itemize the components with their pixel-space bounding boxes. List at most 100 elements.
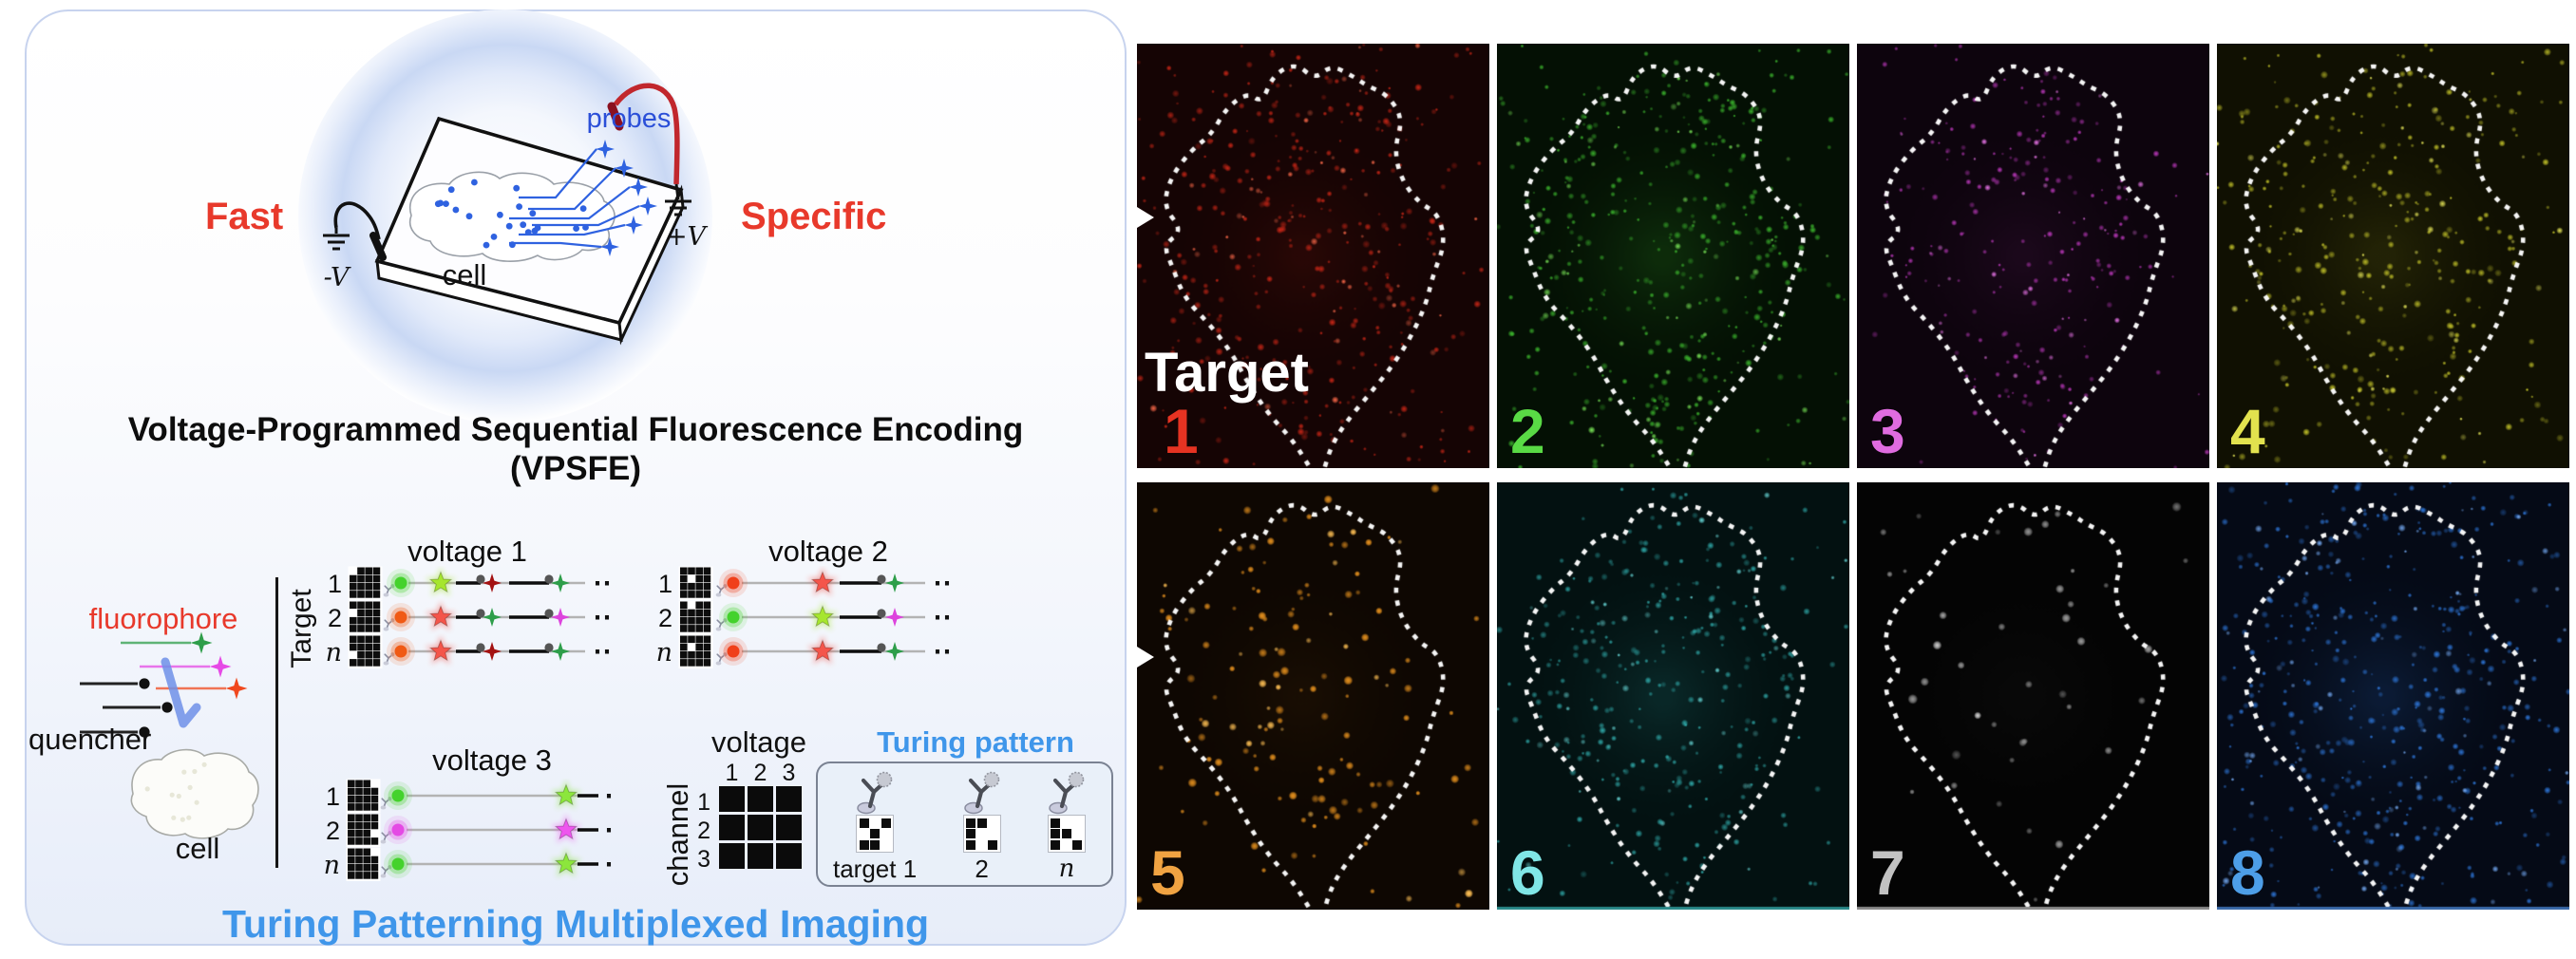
electrode-chip-schematic: probes cell -V +V <box>298 9 712 423</box>
ellipsis: ⋯ <box>604 780 616 812</box>
reporter-dot <box>394 611 407 624</box>
neg-electrode-label: -V <box>324 263 351 292</box>
figure-title: Voltage-Programmed Sequential Fluorescen… <box>27 410 1125 488</box>
vpsfe-schematic-panel: probes cell -V +V Fast Specific Voltage-… <box>25 9 1127 946</box>
voltage-channel-matrix <box>719 786 802 869</box>
matrix-cell <box>776 843 802 869</box>
antibody-icon <box>715 652 728 666</box>
antibody-icon <box>383 618 395 631</box>
displacement-arrow-icon <box>161 657 201 728</box>
voltage-block-3-rows: 1 ⋯ 2 ⋯ n ⋯ <box>325 779 616 881</box>
micrograph-canvas-5 <box>1137 482 1489 910</box>
fluorophore-star <box>554 783 578 806</box>
chip-cell-label: cell <box>443 258 487 291</box>
ellipsis: ⋯ <box>933 602 954 633</box>
probe-star <box>551 642 570 661</box>
matrix-col-label: 2 <box>753 760 767 786</box>
voltage-block-1-rows: 1 ⋯ 2 ⋯ n ⋯ <box>326 566 610 668</box>
matrix-row-label: 1 <box>697 789 710 816</box>
tile-number: 2 <box>1510 396 1545 466</box>
fluorophore-star <box>428 639 453 662</box>
tile-number: 6 <box>1510 837 1545 908</box>
turing-pattern-box: target 1 2 n <box>816 762 1113 887</box>
antibody-icon <box>380 865 392 878</box>
micrograph-canvas-8 <box>2217 482 2569 910</box>
figure-title-line2: (VPSFE) <box>509 450 642 487</box>
tile-number: 1 <box>1164 396 1199 466</box>
target-axis-label: Target <box>286 589 317 668</box>
micrograph-canvas-2 <box>1497 44 1849 468</box>
probes-label: probes <box>587 103 672 134</box>
matrix-cell <box>719 843 745 869</box>
turing-item-label: 2 <box>975 855 989 883</box>
reporter-dot <box>727 611 740 624</box>
probe-star <box>483 574 502 592</box>
ellipsis: ⋯ <box>593 602 610 633</box>
target-overlay-label: Target <box>1145 342 1309 404</box>
turing-pattern-item: target 1 <box>833 771 917 884</box>
target-row-label: 1 <box>326 782 340 811</box>
turing-pattern-grid <box>1047 815 1086 853</box>
matrix-cell <box>776 786 802 812</box>
target-axis-line <box>275 577 278 868</box>
specific-label: Specific <box>741 196 887 237</box>
membrane-arrow-icon <box>1137 207 1154 228</box>
turing-pattern-grid <box>856 815 895 853</box>
fluorophore-icons <box>121 631 248 700</box>
turing-item-label: target 1 <box>833 855 918 883</box>
fluorescence-tile-1: Target 1 <box>1137 44 1489 468</box>
probe-star <box>551 574 570 592</box>
probe-star <box>551 608 570 627</box>
micrograph-canvas-4 <box>2217 44 2569 468</box>
probe-star <box>885 608 904 627</box>
fluorophore-star <box>554 818 578 840</box>
right-ground-icon <box>665 183 691 216</box>
probe-star <box>483 642 502 661</box>
panel-footer-caption: Turing Patterning Multiplexed Imaging <box>221 902 930 946</box>
micrograph-canvas-3 <box>1857 44 2209 468</box>
quencher-dot <box>476 609 485 618</box>
micrograph-canvas-1 <box>1137 44 1489 468</box>
matrix-cell <box>748 815 773 840</box>
antibody-icon <box>715 584 728 597</box>
quencher-dot <box>544 574 554 584</box>
voltage-3-title: voltage 3 <box>432 743 552 777</box>
reporter-dot <box>394 576 407 590</box>
tile-number: 8 <box>2230 837 2265 908</box>
turing-item-label: n <box>1058 855 1075 883</box>
quencher-dot <box>476 643 485 652</box>
reporter-dot <box>394 645 407 658</box>
fluorescence-tile-3: 3 <box>1857 44 2209 468</box>
reporter-dot <box>727 576 740 590</box>
turing-pattern-item: n <box>1047 771 1087 883</box>
fluorophore-star <box>428 571 453 593</box>
probe-star <box>885 574 904 592</box>
antibody-icon <box>380 797 392 810</box>
left-electrode-wire <box>333 201 381 240</box>
antibody-icon <box>383 584 395 597</box>
fluorophore-label: fluorophore <box>89 602 238 635</box>
fluorescence-tile-5: 5 <box>1137 482 1489 910</box>
micrograph-canvas-7 <box>1857 482 2209 910</box>
probe-legend: fluorophore quencher cell <box>28 602 259 865</box>
matrix-voltage-axis-label: voltage <box>711 725 806 759</box>
left-ground-icon <box>323 228 350 251</box>
voltage-block-2-rows: 1 ⋯ 2 ⋯ n ⋯ <box>657 566 954 668</box>
turing-pattern-title: Turing pattern <box>877 725 1074 759</box>
turing-pattern-grid <box>962 815 1001 853</box>
fluorescence-tile-4: 4 <box>2217 44 2569 468</box>
reporter-dot <box>727 645 740 658</box>
target-row-label: n <box>657 638 672 668</box>
reporter-dot <box>391 857 405 871</box>
quencher-label: quencher <box>28 723 151 756</box>
antibody-icon <box>715 618 728 631</box>
matrix-col-label: 3 <box>782 760 796 786</box>
matrix-cell <box>719 815 745 840</box>
target-row-label: 2 <box>658 604 672 632</box>
quencher-dot <box>544 609 554 618</box>
legend-cell-label: cell <box>176 832 220 865</box>
target-row-label: 2 <box>326 817 340 845</box>
pos-electrode-label: +V <box>666 222 709 252</box>
